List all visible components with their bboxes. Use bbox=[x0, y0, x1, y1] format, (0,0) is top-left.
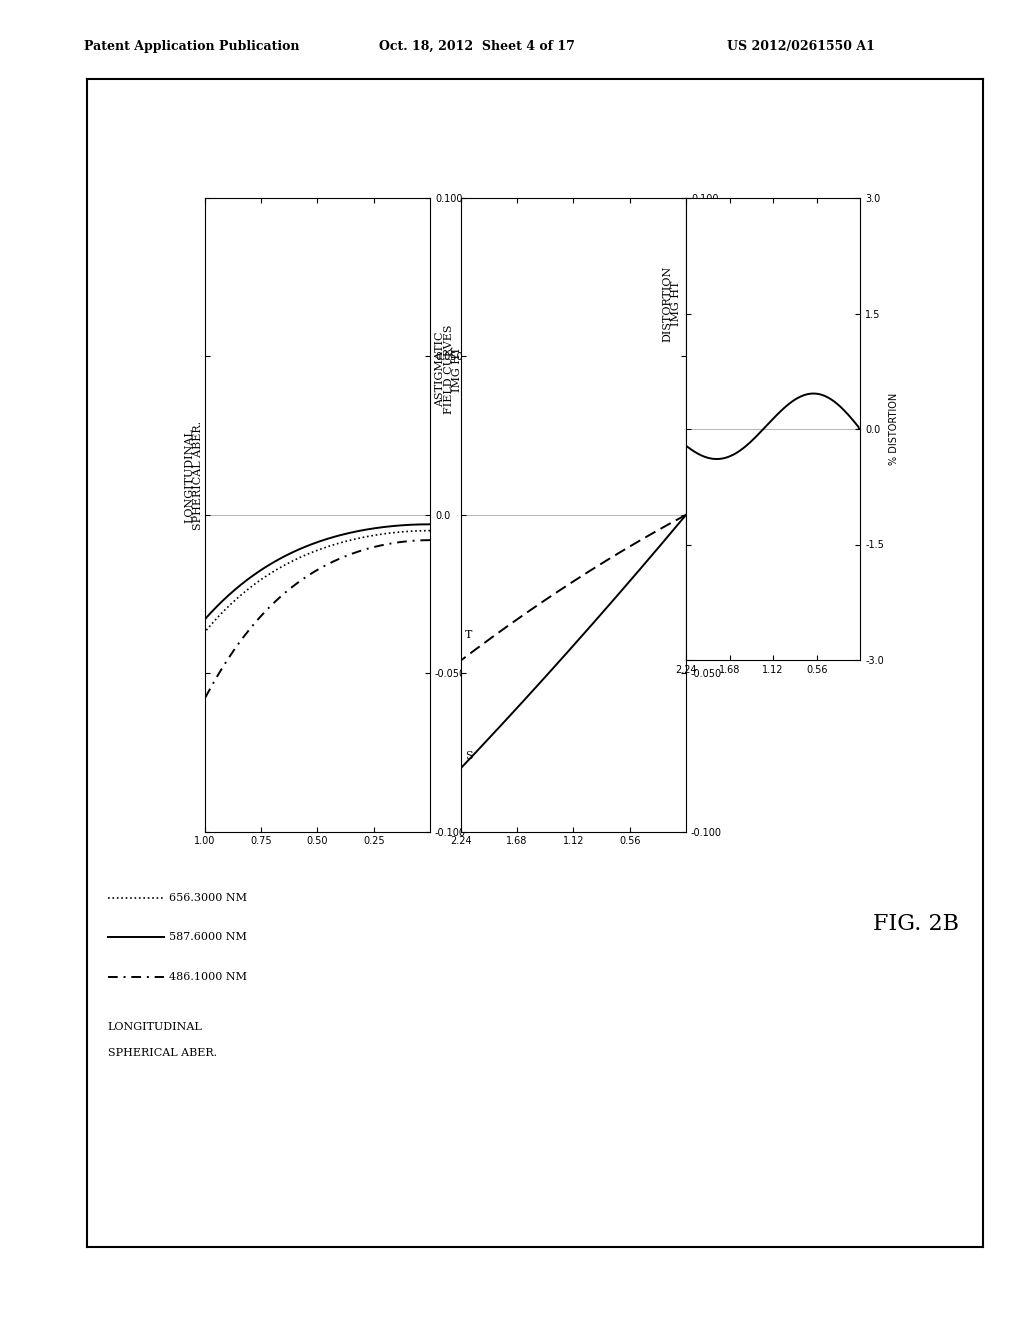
Y-axis label: FOCUS (MILLIMETERS): FOCUS (MILLIMETERS) bbox=[728, 461, 737, 569]
Text: SPHERICAL ABER.: SPHERICAL ABER. bbox=[193, 421, 203, 529]
Text: FIELD CURVES: FIELD CURVES bbox=[443, 325, 454, 414]
Text: Oct. 18, 2012  Sheet 4 of 17: Oct. 18, 2012 Sheet 4 of 17 bbox=[379, 40, 574, 53]
Text: FIG. 2B: FIG. 2B bbox=[873, 913, 959, 935]
Text: DISTORTION: DISTORTION bbox=[663, 265, 673, 342]
Text: S: S bbox=[465, 751, 472, 760]
Text: LONGITUDINAL: LONGITUDINAL bbox=[184, 428, 195, 523]
Y-axis label: FOCUS (MILLIMETERS): FOCUS (MILLIMETERS) bbox=[472, 461, 481, 569]
Text: IMG HT: IMG HT bbox=[671, 281, 681, 326]
Text: ASTIGMATIC: ASTIGMATIC bbox=[435, 331, 445, 408]
Text: LONGITUDINAL: LONGITUDINAL bbox=[108, 1022, 203, 1032]
Text: IMG HT: IMG HT bbox=[452, 347, 462, 392]
Text: SPHERICAL ABER.: SPHERICAL ABER. bbox=[108, 1048, 217, 1059]
Text: T: T bbox=[465, 630, 472, 640]
Text: US 2012/0261550 A1: US 2012/0261550 A1 bbox=[727, 40, 874, 53]
Text: 587.6000 NM: 587.6000 NM bbox=[169, 932, 247, 942]
Text: 486.1000 NM: 486.1000 NM bbox=[169, 972, 247, 982]
Text: 656.3000 NM: 656.3000 NM bbox=[169, 892, 247, 903]
Text: Patent Application Publication: Patent Application Publication bbox=[84, 40, 299, 53]
Y-axis label: % DISTORTION: % DISTORTION bbox=[890, 393, 899, 465]
